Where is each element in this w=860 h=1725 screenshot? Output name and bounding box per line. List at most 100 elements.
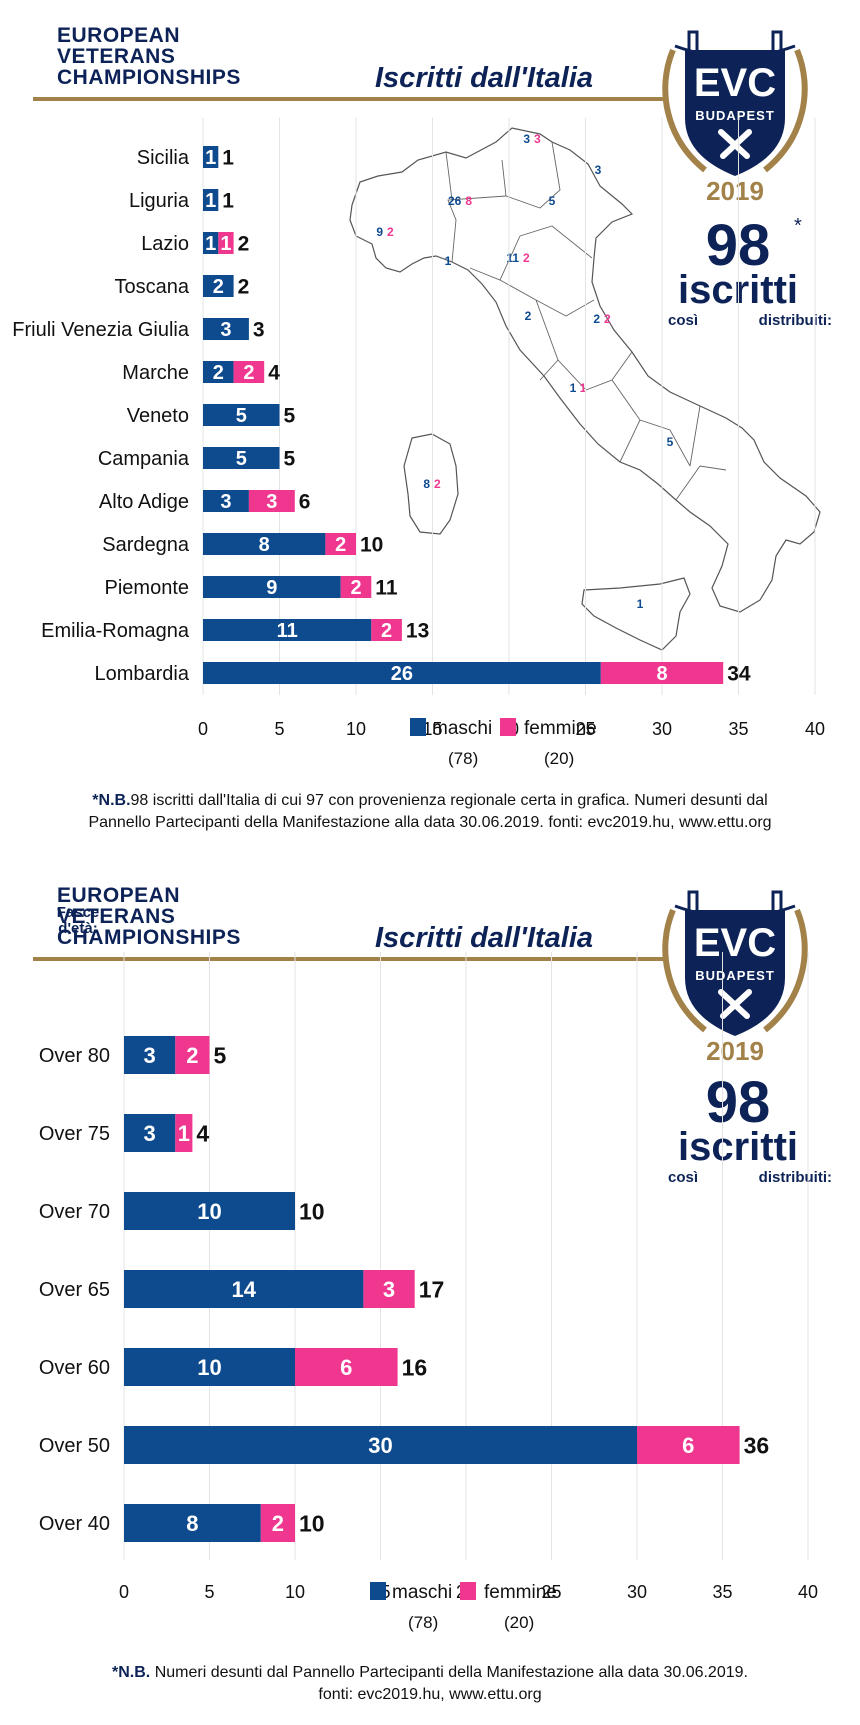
bar-femmine bbox=[233, 361, 265, 383]
map-label: 5 bbox=[549, 194, 556, 208]
bar-maschi bbox=[203, 576, 341, 598]
bar-femmine bbox=[248, 490, 295, 512]
bar-maschi bbox=[203, 361, 234, 383]
category-label: Over 80 bbox=[39, 1045, 110, 1067]
badge-evc: EVC bbox=[694, 921, 776, 965]
map-label: 5 bbox=[667, 435, 674, 449]
x-tick-label: 10 bbox=[346, 719, 366, 739]
total-sub-1: così bbox=[668, 1169, 698, 1186]
bar-maschi bbox=[203, 619, 372, 641]
region-borders bbox=[445, 141, 727, 501]
total-block: 98 * iscritti così distribuiti: bbox=[668, 213, 832, 329]
map-label-femmine: 2 bbox=[523, 251, 530, 265]
category-label: Over 75 bbox=[39, 1123, 110, 1145]
bar-maschi bbox=[124, 1270, 364, 1308]
x-tick-label: 0 bbox=[119, 1582, 129, 1602]
bar-maschi-label: 1 bbox=[205, 233, 216, 255]
bar-femmine bbox=[295, 1348, 398, 1386]
bar-maschi-label: 10 bbox=[197, 1199, 221, 1224]
map-label-maschi: 2 bbox=[525, 309, 532, 323]
total-sub-2: distribuiti: bbox=[759, 312, 832, 329]
age-footnote: *N.B. Numeri desunti dal Pannello Partec… bbox=[20, 1662, 840, 1706]
map-label-maschi: 5 bbox=[549, 194, 556, 208]
org-line-2: VETERANS bbox=[57, 45, 175, 68]
map-label-maschi: 11 bbox=[506, 251, 519, 265]
map-label: 1 bbox=[445, 254, 452, 268]
bar-femmine bbox=[340, 576, 372, 598]
map-label-maschi: 1 bbox=[637, 597, 644, 611]
category-label: Marche bbox=[122, 362, 189, 384]
legend-swatch-femmine bbox=[460, 1582, 476, 1600]
bar-femmine-label: 2 bbox=[381, 620, 392, 642]
header: EUROPEAN VETERANS CHAMPIONSHIPS Iscritti… bbox=[33, 24, 663, 101]
category-label: Liguria bbox=[129, 190, 190, 212]
bar-maschi-label: 30 bbox=[368, 1433, 392, 1458]
legend-label-maschi: maschi bbox=[432, 718, 492, 739]
bar-femmine bbox=[371, 619, 402, 641]
bar-femmine-label: 1 bbox=[178, 1121, 190, 1146]
bar-total-label: 1 bbox=[222, 190, 234, 213]
legend-count-femmine: (20) bbox=[504, 1613, 534, 1632]
bar-total-label: 36 bbox=[744, 1432, 770, 1458]
bar-total-label: 2 bbox=[238, 233, 250, 256]
regions-footnote: *N.B.98 iscritti dall'Italia di cui 97 c… bbox=[20, 790, 840, 834]
category-title-1: Fasce bbox=[57, 904, 100, 921]
bar-femmine-label: 3 bbox=[383, 1277, 395, 1302]
bar-maschi-label: 1 bbox=[205, 190, 216, 212]
shield-icon bbox=[685, 910, 785, 1036]
bar-maschi bbox=[203, 146, 219, 168]
bar-total-label: 11 bbox=[375, 577, 398, 600]
map-label-maschi: 2 bbox=[593, 312, 600, 326]
category-label: Sardegna bbox=[102, 534, 190, 556]
bar-femmine-label: 2 bbox=[335, 534, 346, 556]
x-tick-label: 30 bbox=[652, 719, 672, 739]
footnote-2-line-1: Numeri desunti dal Pannello Partecipanti… bbox=[150, 1664, 748, 1681]
bar-maschi bbox=[203, 189, 219, 211]
bar-total-label: 3 bbox=[253, 319, 265, 342]
bar-maschi bbox=[203, 662, 601, 684]
footnote-1-line-2: Pannello Partecipanti della Manifestazio… bbox=[88, 814, 772, 831]
category-label: Over 65 bbox=[39, 1279, 110, 1301]
bar-maschi-label: 10 bbox=[197, 1355, 221, 1380]
bar-total-label: 1 bbox=[222, 147, 234, 170]
legend-swatch-maschi bbox=[370, 1582, 386, 1600]
bar-total-label: 16 bbox=[402, 1354, 428, 1380]
paddles-icon bbox=[718, 129, 752, 159]
bar-total-label: 17 bbox=[419, 1276, 445, 1302]
legend-count-femmine: (20) bbox=[544, 749, 574, 768]
category-label: Piemonte bbox=[105, 577, 190, 599]
footnote-1-bold: *N.B. bbox=[92, 792, 131, 809]
bar-maschi bbox=[203, 232, 219, 254]
bar-femmine-label: 2 bbox=[243, 362, 254, 384]
legend-label-maschi: maschi bbox=[392, 1582, 452, 1603]
category-label: Emilia-Romagna bbox=[41, 620, 190, 642]
category-label: Toscana bbox=[115, 276, 190, 298]
bar-maschi bbox=[203, 447, 280, 469]
category-label: Over 60 bbox=[39, 1357, 110, 1379]
bar-femmine bbox=[600, 662, 724, 684]
map-label-femmine: 2 bbox=[434, 477, 441, 491]
header-rule bbox=[33, 957, 663, 961]
category-label: Over 50 bbox=[39, 1435, 110, 1457]
x-tick-label: 25 bbox=[575, 719, 595, 739]
x-tick-label: 0 bbox=[198, 719, 208, 739]
category-label: Friuli Venezia Giulia bbox=[12, 319, 190, 341]
map-label-femmine: 8 bbox=[465, 194, 472, 208]
x-tick-label: 25 bbox=[541, 1582, 561, 1602]
bar-femmine bbox=[175, 1114, 193, 1152]
category-label: Over 40 bbox=[39, 1513, 110, 1535]
laurel-left bbox=[662, 908, 707, 1033]
category-label: Lazio bbox=[141, 233, 189, 255]
map-label-femmine: 2 bbox=[387, 225, 394, 239]
bar-maschi bbox=[203, 490, 249, 512]
bar-total-label: 5 bbox=[284, 448, 296, 471]
age-chart: EUROPEAN VETERANS CHAMPIONSHIPS Iscritti… bbox=[33, 884, 832, 1632]
bar-maschi bbox=[203, 318, 249, 340]
badge-city: BUDAPEST bbox=[695, 968, 775, 983]
bar-total-label: 13 bbox=[406, 620, 429, 643]
bar-maschi bbox=[124, 1426, 637, 1464]
